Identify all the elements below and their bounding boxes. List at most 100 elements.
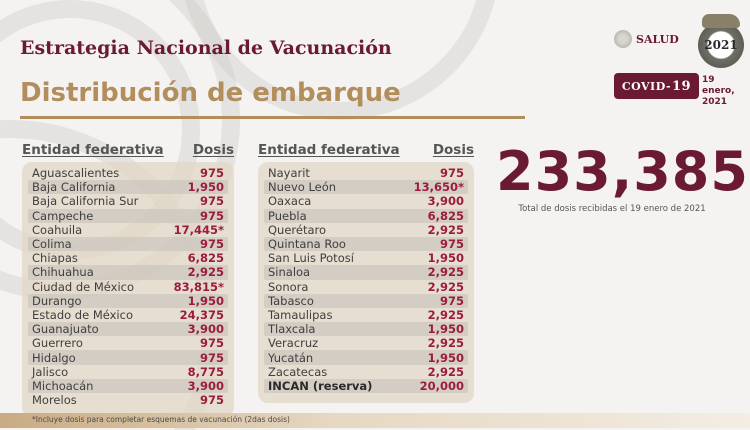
- table-row: Coahuila 17,445*: [28, 223, 228, 237]
- year-emblem-ring: 2021: [698, 22, 744, 68]
- dose-count: 2,925: [427, 279, 464, 294]
- table-row: Sonora 2,925: [264, 280, 468, 294]
- table-row: Baja California Sur 975: [28, 194, 228, 208]
- column-header-entity: Entidad federativa: [22, 142, 164, 158]
- table-row: Guanajuato 3,900: [28, 322, 228, 337]
- entity-name: Tamaulipas: [268, 307, 333, 322]
- dose-count: 3,900: [187, 322, 224, 337]
- dose-count: 17,445*: [173, 222, 224, 237]
- table-row: Querétaro 2,925: [264, 223, 468, 237]
- salud-logo: SALUD: [614, 30, 679, 48]
- table-row: Yucatán 1,950: [264, 350, 468, 365]
- dose-count: 975: [439, 293, 464, 308]
- entity-name: Ciudad de México: [32, 279, 135, 294]
- column-header-entity: Entidad federativa: [258, 142, 400, 158]
- dose-count: 3,900: [187, 378, 224, 393]
- dose-count: 2,925: [427, 307, 464, 322]
- entity-name: San Luis Potosí: [268, 251, 354, 266]
- dose-count: 24,375: [179, 307, 224, 322]
- dose-count: 975: [439, 237, 464, 252]
- entity-name: Hidalgo: [32, 350, 76, 365]
- dose-count: 975: [199, 350, 224, 365]
- entity-name: INCAN (reserva): [268, 378, 373, 393]
- table-row: Veracruz 2,925: [264, 336, 468, 350]
- entity-name: Zacatecas: [268, 364, 328, 379]
- entity-name: Aguascalientes: [32, 166, 120, 181]
- entity-name: Michoacán: [32, 378, 94, 393]
- dose-count: 1,950: [427, 322, 464, 337]
- table-row: Quintana Roo 975: [264, 236, 468, 252]
- year-2021-emblem: 2021: [696, 12, 746, 68]
- dose-count: 1,950: [427, 251, 464, 266]
- dose-count: 8,775: [187, 364, 224, 379]
- table-row: San Luis Potosí 1,950: [264, 251, 468, 265]
- report-date-line2: 2021: [702, 97, 728, 107]
- table-body: Nayarit 975 Nuevo León 13,650* Oaxaca 3,900…: [258, 162, 474, 403]
- entity-name: Colima: [32, 237, 72, 252]
- entity-name: Veracruz: [268, 336, 319, 351]
- covid-19-badge: COVID- 19: [614, 73, 699, 99]
- dose-count: 13,650*: [413, 180, 464, 195]
- dose-count: 2,925: [427, 336, 464, 351]
- dose-count: 975: [199, 208, 224, 223]
- entity-name: Puebla: [268, 208, 307, 223]
- total-doses-caption: Total de dosis recibidas el 19 enero de …: [518, 204, 706, 214]
- page-subtitle: Distribución de embarque: [20, 78, 401, 108]
- table-row: Baja California 1,950: [28, 180, 228, 195]
- footnote: *Incluye dosis para completar esquemas d…: [32, 415, 290, 424]
- entity-name: Yucatán: [268, 350, 314, 365]
- dose-count: 1,950: [187, 180, 224, 195]
- dose-count: 975: [199, 336, 224, 351]
- dose-count: 975: [199, 194, 224, 209]
- salud-logo-text: SALUD: [636, 32, 679, 46]
- dose-count: 2,925: [427, 222, 464, 237]
- table-row: Tlaxcala 1,950: [264, 322, 468, 337]
- entity-name: Baja California: [32, 180, 116, 195]
- entity-name: Nayarit: [268, 166, 310, 181]
- table-row: Chiapas 6,825: [28, 251, 228, 265]
- entity-name: Quintana Roo: [268, 237, 346, 252]
- table-row: Puebla 6,825: [264, 208, 468, 223]
- table-row: Chihuahua 2,925: [28, 265, 228, 280]
- entity-name: Guanajuato: [32, 322, 99, 337]
- table-row-reserve: INCAN (reserva) 20,000: [264, 378, 468, 393]
- entity-name: Durango: [32, 293, 82, 308]
- table-row: Estado de México 24,375: [28, 308, 228, 322]
- entity-name: Jalisco: [32, 364, 69, 379]
- entity-name: Chiapas: [32, 251, 78, 266]
- table-row: Colima 975: [28, 236, 228, 252]
- dose-count: 1,950: [427, 350, 464, 365]
- entity-name: Querétaro: [268, 222, 327, 237]
- report-date: 19 enero, 2021: [702, 75, 750, 108]
- table-row: Guerrero 975: [28, 336, 228, 350]
- entity-name: Nuevo León: [268, 180, 337, 195]
- mexico-seal-icon: [614, 30, 632, 48]
- report-date-line1: 19 enero,: [702, 75, 735, 96]
- table-row: Michoacán 3,900: [28, 378, 228, 393]
- column-header-doses: Dosis: [192, 142, 234, 158]
- entity-name: Tabasco: [268, 293, 314, 308]
- table-row: Zacatecas 2,925: [264, 365, 468, 379]
- entity-name: Estado de México: [32, 307, 133, 322]
- distribution-table-right: Entidad federativa Dosis Nayarit 975 Nuev…: [258, 140, 474, 403]
- dose-count: 975: [439, 166, 464, 181]
- table-header: Entidad federativa Dosis: [258, 140, 474, 158]
- entity-name: Guerrero: [32, 336, 83, 351]
- entity-name: Oaxaca: [268, 194, 312, 209]
- entity-name: Campeche: [32, 208, 94, 223]
- table-header: Entidad federativa Dosis: [22, 140, 234, 158]
- dose-count: 975: [199, 166, 224, 181]
- table-row: Ciudad de México 83,815*: [28, 280, 228, 294]
- table-row: Tamaulipas 2,925: [264, 308, 468, 322]
- dose-count: 20,000: [419, 378, 464, 393]
- table-row: Campeche 975: [28, 208, 228, 223]
- entity-name: Sinaloa: [268, 265, 311, 280]
- table-row: Aguascalientes 975: [28, 166, 228, 180]
- table-row: Nayarit 975: [264, 166, 468, 180]
- dose-count: 975: [199, 393, 224, 408]
- table-row: Jalisco 8,775: [28, 365, 228, 379]
- table-row: Sinaloa 2,925: [264, 265, 468, 280]
- table-row: Hidalgo 975: [28, 350, 228, 365]
- entity-name: Tlaxcala: [268, 322, 316, 337]
- dose-count: 1,950: [187, 293, 224, 308]
